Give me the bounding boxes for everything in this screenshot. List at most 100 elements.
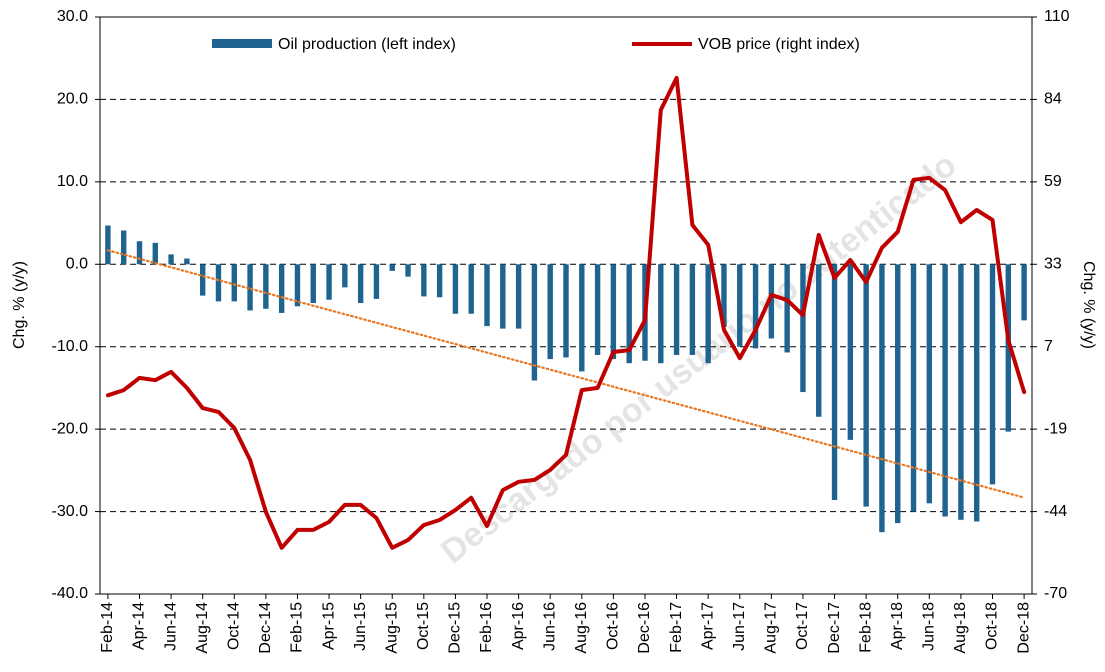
y2-tick-label: -44 [1044, 503, 1067, 520]
x-tick-label: Dec-17 [826, 602, 843, 654]
bar [910, 264, 917, 512]
y-tick-label: -40.0 [52, 585, 89, 602]
x-tick-label: Aug-17 [763, 602, 780, 654]
bar [942, 264, 948, 517]
bar [879, 264, 885, 533]
x-tick-label: Jun-18 [921, 602, 938, 651]
x-tick-label: Apr-16 [510, 602, 527, 650]
bar [168, 254, 174, 265]
x-tick-label: Aug-15 [383, 602, 400, 654]
line [105, 75, 1027, 550]
legend-label: VOB price (right index) [698, 36, 860, 53]
y-tick-label: -10.0 [52, 338, 89, 355]
y-tick-label: 0.0 [66, 256, 88, 273]
bar [357, 264, 364, 304]
bar [816, 264, 822, 417]
x-tick-label: Oct-18 [984, 602, 1001, 650]
bar [974, 264, 980, 522]
x-tick-label: Jun-15 [352, 602, 369, 651]
bar [831, 264, 838, 501]
bar [594, 264, 601, 355]
x-tick-label: Aug-18 [952, 602, 969, 654]
x-tick-label: Dec-14 [257, 602, 274, 654]
bar [721, 264, 727, 327]
x-tick-label: Apr-15 [320, 602, 337, 650]
x-tick-label: Feb-14 [99, 602, 116, 653]
bar [468, 264, 474, 314]
y-axis-label: Chg. % (y/y) [11, 261, 28, 349]
x-tick-label: Oct-16 [605, 602, 622, 650]
bar [405, 264, 411, 277]
x-tick-label: Dec-16 [636, 602, 653, 654]
x-tick-label: Apr-17 [699, 602, 716, 650]
y2-tick-label: -70 [1044, 585, 1067, 602]
bar [326, 264, 332, 300]
x-tick-label: Feb-18 [857, 602, 874, 653]
x-tick-label: Aug-16 [573, 602, 590, 654]
bar [199, 264, 206, 296]
x-tick-label: Feb-16 [478, 602, 495, 653]
bar [278, 264, 285, 313]
bar [421, 264, 427, 297]
legend-swatch [212, 39, 272, 48]
x-tick-label: Jun-17 [731, 602, 748, 651]
y2-tick-label: 7 [1044, 338, 1053, 355]
bar [579, 264, 585, 372]
x-tick-label: Oct-17 [794, 602, 811, 650]
x-tick-label: Dec-18 [1015, 602, 1032, 654]
bar [310, 264, 316, 304]
bar [958, 264, 964, 520]
bar [152, 242, 158, 265]
bar [1005, 264, 1012, 432]
bar [373, 264, 380, 299]
bar [515, 264, 522, 329]
x-tick-label: Feb-15 [289, 602, 306, 653]
y2-tick-label: 33 [1044, 255, 1062, 272]
plot-frame [99, 16, 1033, 595]
y-tick-label: 10.0 [57, 173, 88, 190]
bar [531, 264, 538, 381]
bar [563, 264, 569, 358]
bar [768, 264, 775, 339]
bar [184, 258, 190, 265]
bar [247, 264, 253, 311]
bar [436, 264, 443, 298]
bar [500, 264, 506, 329]
bar [784, 264, 790, 353]
y2-tick-label: -19 [1044, 420, 1067, 437]
y-tick-label: 20.0 [57, 91, 88, 108]
bar [847, 264, 854, 440]
bar [626, 264, 632, 364]
y-tick-label: -30.0 [52, 503, 89, 520]
x-tick-label: Aug-14 [194, 602, 211, 654]
x-tick-label: Jun-16 [541, 602, 558, 651]
bar [610, 264, 617, 360]
bar [389, 264, 395, 271]
bar [136, 241, 143, 265]
bar [263, 264, 269, 309]
bar [452, 264, 459, 314]
bar [547, 264, 553, 360]
x-tick-label: Oct-14 [225, 602, 242, 650]
bar [800, 264, 806, 393]
y-tick-label: -20.0 [52, 420, 89, 437]
bar [989, 264, 996, 485]
y-tick-label: 30.0 [57, 8, 88, 25]
bar [689, 264, 696, 355]
bar [294, 264, 301, 307]
y2-tick-label: 84 [1044, 91, 1062, 108]
y2-axis-label: Chg. % (y/y) [1080, 261, 1097, 349]
x-tick-label: Apr-14 [131, 602, 148, 650]
y2-tick-label: 59 [1044, 173, 1062, 190]
bar [926, 264, 933, 504]
bar [752, 264, 759, 349]
bar [658, 264, 664, 364]
bar [895, 264, 901, 524]
bar [1021, 264, 1027, 321]
bar [120, 230, 127, 265]
x-tick-label: Dec-15 [447, 602, 464, 654]
bar [673, 264, 680, 355]
bar [231, 264, 237, 302]
